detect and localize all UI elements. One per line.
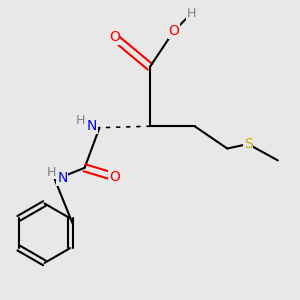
- Text: O: O: [109, 30, 120, 44]
- Text: H: H: [76, 114, 85, 127]
- Text: H: H: [187, 7, 196, 20]
- Text: S: S: [244, 137, 253, 151]
- Text: H: H: [47, 166, 57, 179]
- Text: N: N: [87, 119, 97, 133]
- Text: O: O: [168, 24, 179, 38]
- Text: O: O: [109, 170, 120, 184]
- Text: N: N: [57, 171, 68, 185]
